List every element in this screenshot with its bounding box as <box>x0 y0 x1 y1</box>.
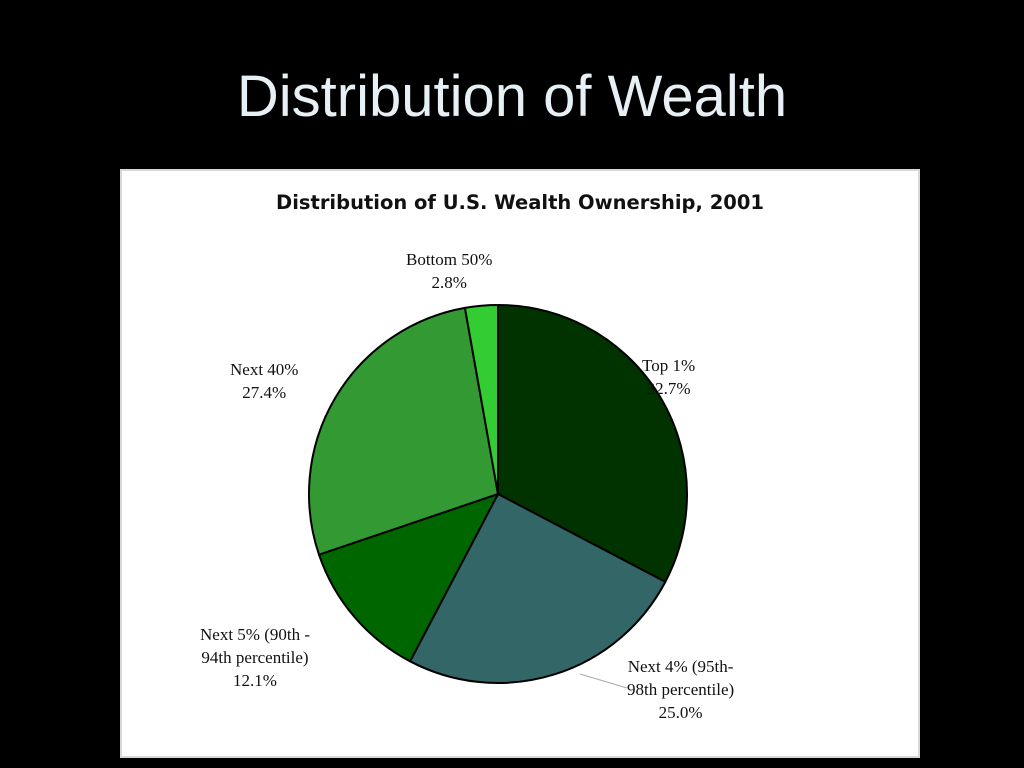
slice-label-name: Next 4% (95th- <box>627 657 734 676</box>
slice-label-name-line2: 94th percentile) <box>201 648 309 667</box>
slice-label-name: Next 5% (90th - <box>200 625 311 644</box>
slice-label-bottom-50: Bottom 50% 2.8% <box>406 248 492 294</box>
slice-label-name-line2: 98th percentile) <box>627 680 735 699</box>
pie-chart <box>308 303 689 689</box>
slice-label-next-4: Next 4% (95th- 98th percentile) 25.0% <box>627 655 734 724</box>
slice-label-next-5: Next 5% (90th - 94th percentile) 12.1% <box>200 623 310 692</box>
pie-slice-next-5 <box>317 492 501 663</box>
pie-slice-top-1 <box>497 303 689 584</box>
slice-label-value: 2.8% <box>431 273 467 292</box>
slice-label-value: 32.7% <box>646 379 691 398</box>
slice-label-name: Next 40% <box>230 360 299 379</box>
slide-title: Distribution of Wealth <box>236 64 788 129</box>
slice-label-value: 12.1% <box>233 671 277 690</box>
slice-label-next-40: Next 40% 27.4% <box>230 358 298 404</box>
pie-chart-panel: Distribution of U.S. Wealth Ownership, 2… <box>120 169 920 758</box>
slice-leader-line <box>579 673 628 689</box>
slice-label-value: 27.4% <box>242 383 287 402</box>
slice-label-value: 25.0% <box>658 703 703 722</box>
slice-label-name: Top 1% <box>642 356 696 375</box>
chart-title: Distribution of U.S. Wealth Ownership, 2… <box>276 191 764 214</box>
pie-slice-bottom-50 <box>463 303 499 495</box>
slice-label-top-1: Top 1% 32.7% <box>642 354 695 400</box>
pie-slice-next-40 <box>308 306 500 556</box>
slice-label-name: Bottom 50% <box>406 250 493 269</box>
